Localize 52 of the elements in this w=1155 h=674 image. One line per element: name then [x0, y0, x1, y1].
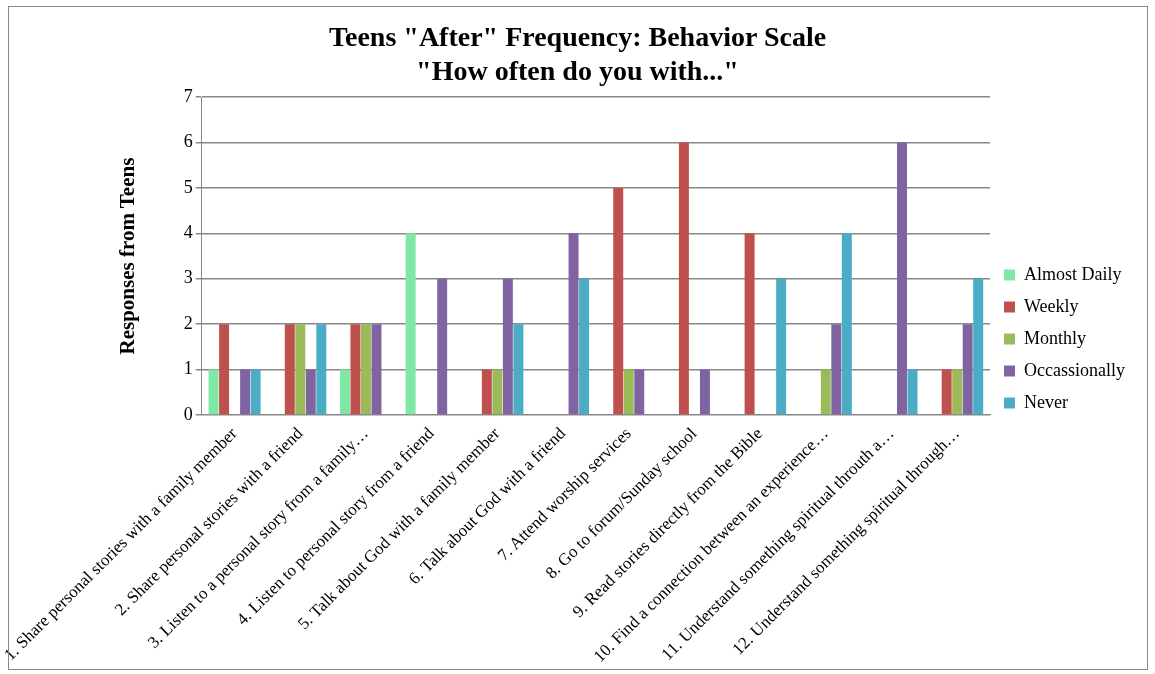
y-tick-label: 7	[183, 85, 193, 106]
y-tick-label: 0	[183, 403, 193, 424]
bar	[907, 369, 918, 415]
bar	[820, 369, 831, 415]
bar	[513, 324, 524, 415]
bar	[316, 324, 327, 415]
y-tick-label: 4	[183, 222, 193, 243]
bar	[339, 369, 350, 415]
bar	[295, 324, 306, 415]
bar	[481, 369, 492, 415]
bar	[776, 278, 787, 415]
bar	[360, 324, 371, 415]
bar	[579, 278, 590, 415]
chart-subtitle: "How often do you with..."	[416, 54, 739, 86]
bar	[897, 142, 907, 415]
legend-label: Never	[1024, 391, 1069, 412]
legend-label: Monthly	[1024, 327, 1087, 348]
bar	[973, 278, 984, 415]
bar	[952, 369, 963, 415]
bar	[437, 278, 448, 415]
bar	[962, 324, 973, 415]
bar	[350, 324, 361, 415]
bar	[502, 278, 513, 415]
y-tick-label: 2	[183, 312, 193, 333]
bar	[568, 233, 579, 415]
bar	[699, 369, 710, 415]
bar	[831, 324, 842, 415]
bar	[613, 187, 624, 415]
bar	[405, 233, 416, 415]
legend-label: Almost Daily	[1024, 263, 1122, 284]
bar	[841, 233, 852, 415]
bar	[250, 369, 261, 415]
bar	[208, 369, 219, 415]
chart-title: Teens "After" Frequency: Behavior Scale	[328, 21, 827, 53]
bar	[219, 324, 230, 415]
y-tick-label: 6	[183, 131, 193, 152]
y-axis-title: Responses from Teens	[114, 157, 139, 355]
y-tick-label: 5	[183, 176, 193, 197]
bar	[305, 369, 316, 415]
y-tick-label: 1	[183, 358, 193, 379]
y-tick-label: 3	[183, 267, 193, 288]
legend-label: Weekly	[1024, 295, 1079, 316]
bar	[492, 369, 503, 415]
bar	[240, 369, 251, 415]
bar	[744, 233, 755, 415]
bar	[941, 369, 952, 415]
bar	[284, 324, 295, 415]
bar	[678, 142, 689, 415]
bar	[634, 369, 645, 415]
bar	[371, 324, 382, 415]
legend-label: Occassionally	[1024, 359, 1125, 380]
bar	[623, 369, 634, 415]
